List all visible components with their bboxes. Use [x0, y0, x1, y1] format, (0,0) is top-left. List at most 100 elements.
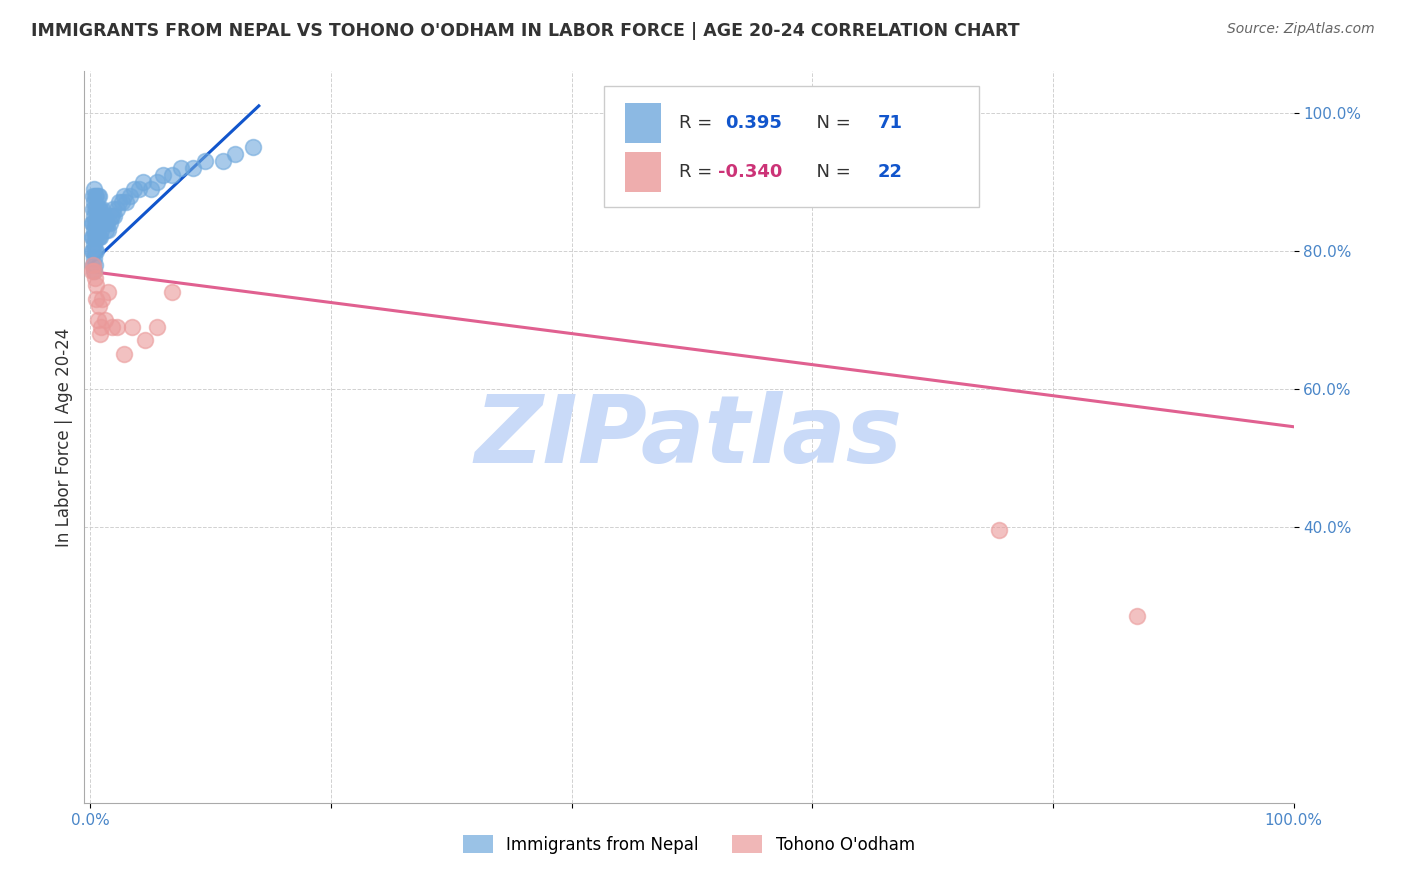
Point	[87, 230, 110, 244]
Point	[94, 312, 117, 326]
Point	[87, 216, 110, 230]
Text: -0.340: -0.340	[718, 163, 782, 181]
Point	[84, 271, 107, 285]
Point	[84, 202, 107, 217]
Point	[194, 154, 217, 169]
Point	[100, 209, 122, 223]
Point	[139, 182, 162, 196]
Point	[101, 319, 124, 334]
Point	[211, 154, 233, 169]
Point	[86, 278, 108, 293]
Point	[87, 299, 110, 313]
Point	[112, 347, 135, 361]
Point	[90, 319, 112, 334]
Point	[111, 195, 134, 210]
Text: R =: R =	[679, 163, 718, 181]
Point	[108, 195, 131, 210]
Point	[80, 216, 103, 230]
Point	[89, 326, 111, 341]
Point	[105, 319, 128, 334]
Point	[86, 312, 108, 326]
Point	[97, 285, 120, 300]
Point	[103, 209, 125, 223]
Point	[84, 216, 107, 230]
Point	[1126, 609, 1149, 624]
Point	[86, 188, 108, 202]
Point	[83, 236, 105, 251]
Point	[80, 230, 103, 244]
Text: R =: R =	[679, 114, 724, 132]
Point	[987, 523, 1010, 537]
Point	[83, 251, 105, 265]
Text: 71: 71	[877, 114, 903, 132]
Point	[86, 188, 108, 202]
Point	[82, 216, 104, 230]
Point	[94, 216, 117, 230]
Point	[97, 223, 120, 237]
FancyBboxPatch shape	[624, 103, 661, 143]
Point	[115, 195, 138, 210]
Point	[93, 209, 115, 223]
Text: N =: N =	[806, 114, 856, 132]
FancyBboxPatch shape	[605, 86, 979, 207]
Point	[112, 188, 135, 202]
Point	[84, 244, 107, 258]
Point	[86, 202, 108, 217]
Point	[86, 216, 108, 230]
Point	[132, 175, 155, 189]
Point	[103, 202, 125, 217]
Point	[160, 285, 183, 300]
Point	[242, 140, 264, 154]
Point	[91, 292, 114, 306]
Y-axis label: In Labor Force | Age 20-24: In Labor Force | Age 20-24	[55, 327, 73, 547]
Point	[86, 292, 108, 306]
Point	[86, 202, 108, 217]
Point	[84, 188, 107, 202]
Point	[87, 202, 110, 217]
Point	[80, 264, 103, 278]
Point	[169, 161, 191, 175]
Legend: Immigrants from Nepal, Tohono O'odham: Immigrants from Nepal, Tohono O'odham	[457, 829, 921, 860]
Point	[86, 216, 108, 230]
Text: 0.395: 0.395	[725, 114, 782, 132]
Point	[122, 182, 145, 196]
Point	[98, 216, 121, 230]
Point	[86, 244, 108, 258]
Point	[82, 202, 104, 217]
Point	[89, 230, 111, 244]
Point	[84, 230, 107, 244]
Point	[83, 195, 105, 210]
Point	[86, 230, 108, 244]
Point	[87, 188, 110, 202]
Point	[83, 182, 105, 196]
Point	[94, 223, 117, 237]
Point	[83, 223, 105, 237]
Point	[181, 161, 204, 175]
Text: N =: N =	[806, 163, 856, 181]
Point	[89, 216, 111, 230]
Point	[90, 209, 112, 223]
Point	[86, 230, 108, 244]
Point	[80, 244, 103, 258]
Point	[224, 147, 246, 161]
Text: 22: 22	[877, 163, 903, 181]
Point	[82, 244, 104, 258]
Point	[83, 264, 105, 278]
Point	[84, 258, 107, 272]
Point	[82, 258, 104, 272]
Point	[82, 188, 104, 202]
Point	[121, 319, 143, 334]
Text: IMMIGRANTS FROM NEPAL VS TOHONO O'ODHAM IN LABOR FORCE | AGE 20-24 CORRELATION C: IMMIGRANTS FROM NEPAL VS TOHONO O'ODHAM …	[31, 22, 1019, 40]
Point	[145, 175, 167, 189]
Point	[96, 216, 118, 230]
Point	[128, 182, 150, 196]
Text: ZIPatlas: ZIPatlas	[475, 391, 903, 483]
Point	[152, 168, 174, 182]
Point	[91, 202, 114, 217]
Point	[83, 264, 105, 278]
Point	[89, 202, 111, 217]
Point	[120, 188, 142, 202]
Point	[145, 319, 167, 334]
Point	[134, 334, 156, 348]
Point	[82, 258, 104, 272]
